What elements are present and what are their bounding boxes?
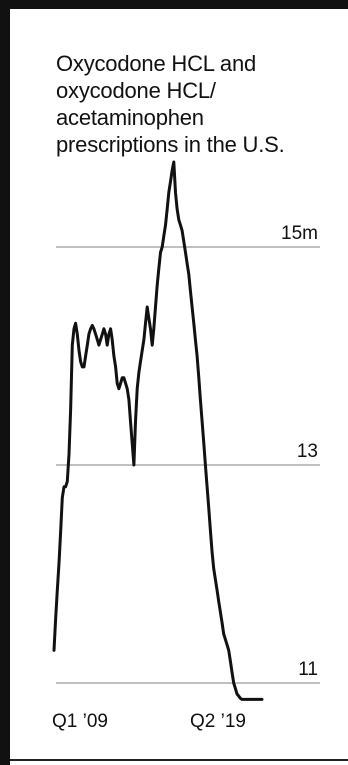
- chart-title-line-4: prescriptions in the U.S.: [56, 132, 285, 157]
- y-tick-labels: 15m 13 11: [281, 223, 318, 680]
- x-tick-labels: Q1 ’09 Q2 ’19: [52, 711, 246, 732]
- x-tick-label-2: Q2 ’19: [190, 711, 246, 732]
- left-border: [0, 0, 10, 765]
- chart-title-line-3: acetaminophen: [56, 105, 204, 130]
- series-line-1: [52, 160, 264, 701]
- series-group: [52, 160, 264, 701]
- chart-title-line-1: Oxycodone HCL and: [56, 51, 257, 76]
- y-tick-label-11: 11: [298, 659, 318, 680]
- top-border: [0, 0, 348, 9]
- x-tick-label-1: Q1 ’09: [52, 711, 108, 732]
- chart-title-line-2: oxycodone HCL/: [56, 78, 216, 103]
- y-tick-label-15: 15m: [281, 223, 318, 244]
- bottom-rule: [10, 759, 348, 761]
- chart-title: Oxycodone HCL and oxycodone HCL/ acetami…: [56, 50, 336, 158]
- y-tick-label-13: 13: [297, 441, 318, 462]
- gridlines: [56, 246, 320, 684]
